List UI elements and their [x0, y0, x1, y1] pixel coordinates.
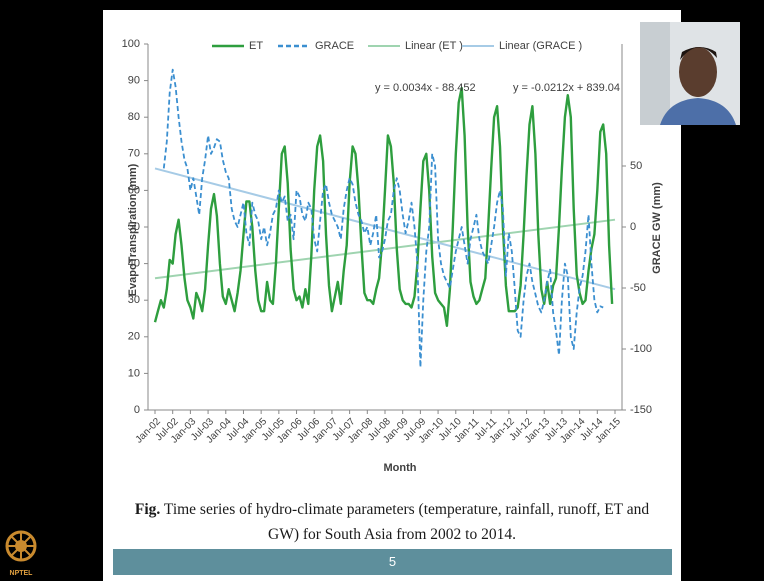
webcam-image — [640, 22, 740, 125]
y2-tick-label: -100 — [630, 343, 652, 355]
y-tick-label: 80 — [128, 111, 140, 123]
logo-emblem — [4, 522, 38, 568]
logo: NPTEL — [4, 522, 38, 580]
caption-lead: Fig. — [135, 501, 160, 518]
caption-text: Time series of hydro-climate parameters … — [164, 501, 649, 543]
y2-tick-label: -50 — [630, 282, 646, 294]
legend-label: Linear (GRACE ) — [499, 40, 582, 52]
y-tick-label: 70 — [128, 148, 140, 160]
caption: Fig. Time series of hydro-climate parame… — [130, 497, 654, 547]
y2-axis-title: GRACE GW (mm) — [651, 182, 663, 274]
y-tick-label: 60 — [128, 184, 140, 196]
page-number: 5 — [389, 554, 396, 569]
footer-bar: 5 — [113, 549, 672, 575]
legend-label: ET — [249, 40, 263, 52]
y-tick-label: 50 — [128, 221, 140, 233]
y-tick-label: 40 — [128, 258, 140, 270]
y2-tick-label: 50 — [630, 160, 642, 172]
y-tick-label: 100 — [122, 38, 140, 50]
y2-tick-label: -150 — [630, 404, 652, 416]
y2-tick-label: 0 — [630, 221, 636, 233]
legend-label: Linear (ET ) — [405, 40, 463, 52]
y-tick-label: 20 — [128, 331, 140, 343]
y-tick-label: 90 — [128, 75, 140, 87]
x-axis-title: Month — [384, 462, 417, 474]
webcam-feed — [640, 22, 740, 125]
page: EvapoTranspiration (mm) GRACE GW (mm) Mo… — [0, 0, 764, 581]
y-tick-label: 30 — [128, 294, 140, 306]
y-tick-label: 0 — [134, 404, 140, 416]
legend-label: GRACE — [315, 40, 354, 52]
series-line — [155, 88, 612, 326]
y-tick-label: 10 — [128, 367, 140, 379]
trend-equation: y = -0.0212x + 839.04 — [513, 82, 620, 94]
logo-text: NPTEL — [4, 570, 38, 577]
trend-equation: y = 0.0034x - 88.452 — [375, 82, 476, 94]
